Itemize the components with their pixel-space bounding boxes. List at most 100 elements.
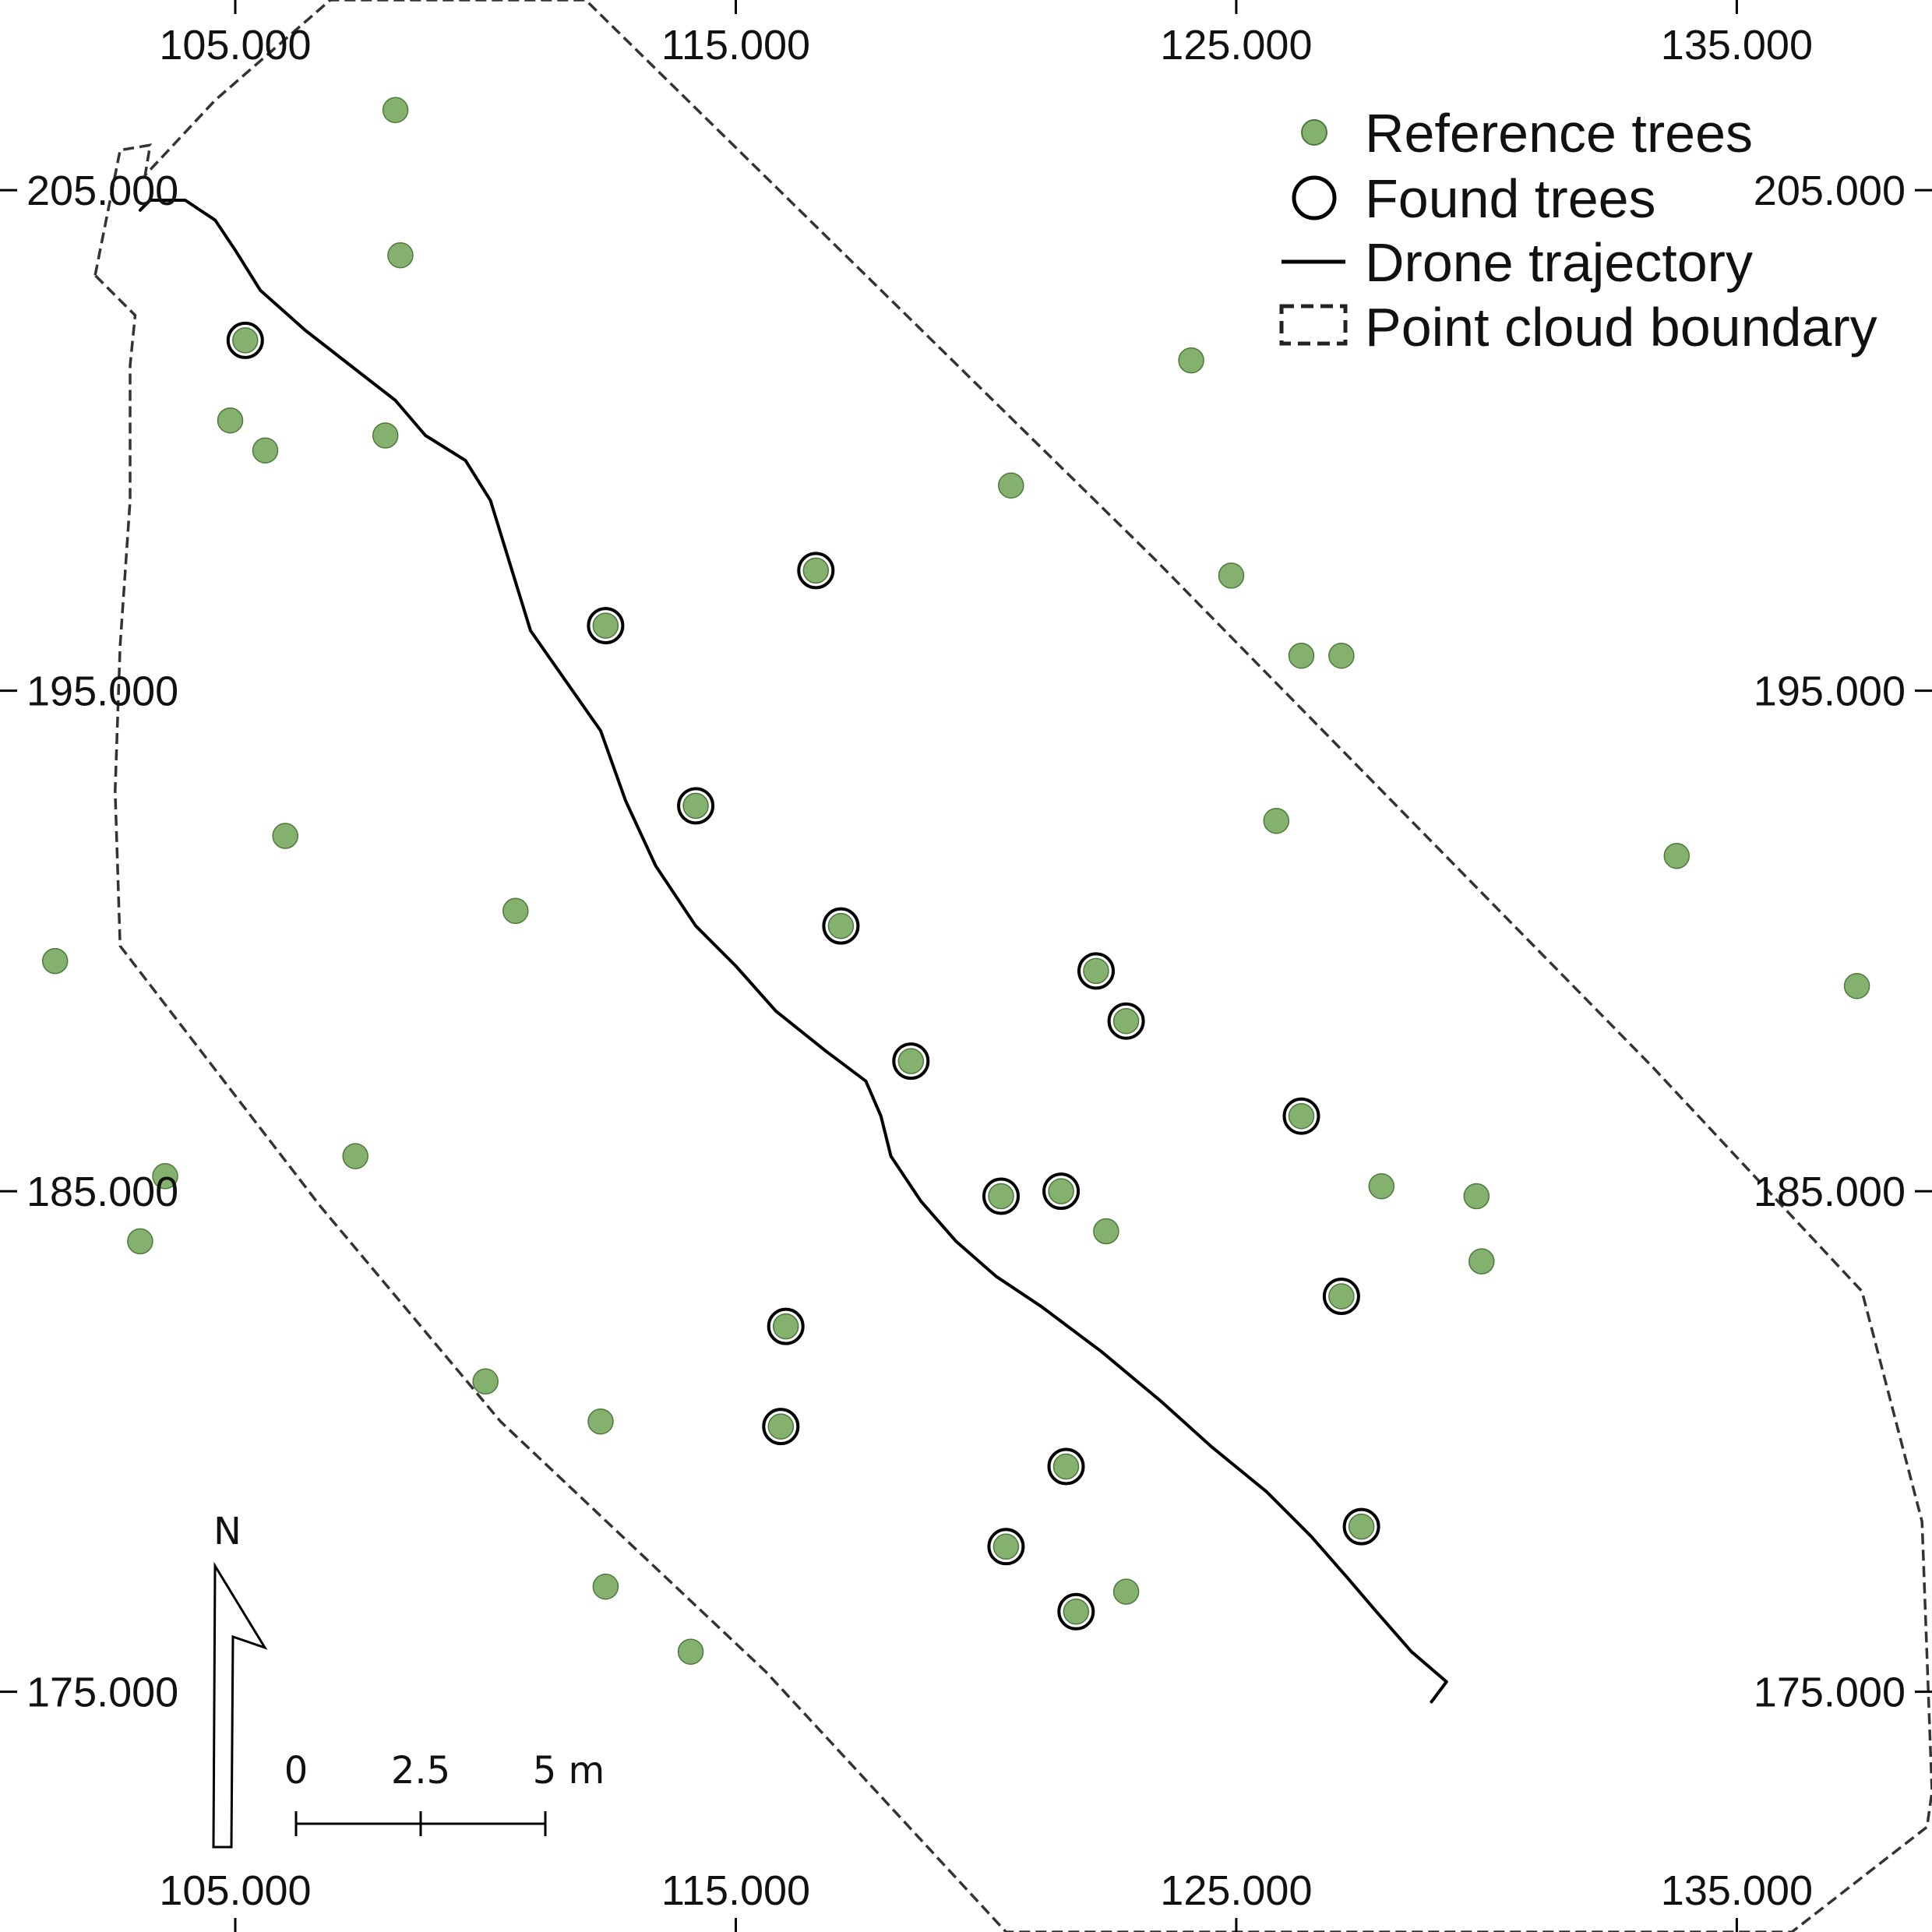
- found-tree: [226, 321, 264, 359]
- legend-reference-symbol: [1301, 119, 1327, 146]
- y-tick-label-left: 205.000: [26, 167, 178, 214]
- reference-tree: [232, 327, 259, 354]
- found-tree: [1107, 1002, 1145, 1040]
- point-cloud-boundary: [93, 0, 1932, 1932]
- scale-bar-label-end: 5 m: [533, 1749, 605, 1793]
- reference-tree: [998, 472, 1024, 499]
- north-arrow: N: [212, 1510, 268, 1849]
- found-tree: [1057, 1592, 1095, 1631]
- reference-tree: [252, 437, 279, 464]
- north-label: N: [213, 1510, 242, 1553]
- scale-bar-label-0: 0: [284, 1749, 308, 1793]
- reference-tree: [1063, 1599, 1090, 1625]
- reference-tree: [1048, 1178, 1074, 1204]
- reference-tree: [802, 557, 830, 584]
- reference-tree: [382, 97, 409, 124]
- reference-tree: [1348, 1513, 1375, 1540]
- reference-tree: [502, 897, 529, 925]
- legend: Reference trees Found trees Drone trajec…: [1279, 103, 1877, 358]
- x-tick-label-top: 125.000: [1160, 22, 1312, 69]
- reference-tree: [272, 823, 298, 849]
- reference-tree: [1263, 807, 1290, 834]
- reference-tree: [682, 792, 709, 820]
- reference-tree: [1843, 972, 1870, 999]
- found-tree: [1042, 1172, 1081, 1211]
- scale-bar: 0 2.5 5 m: [284, 1749, 605, 1836]
- reference-tree: [41, 947, 69, 975]
- reference-tree: [1178, 347, 1204, 374]
- reference-tree: [387, 242, 414, 269]
- reference-tree: [1328, 642, 1355, 669]
- x-tick-label-bottom: 125.000: [1160, 1867, 1312, 1914]
- found-tree: [982, 1177, 1020, 1215]
- reference-tree: [1663, 842, 1690, 869]
- drone-trajectory: [138, 199, 1448, 1704]
- reference-tree: [127, 1228, 153, 1255]
- found-trees-layer: [226, 321, 1380, 1631]
- reference-tree: [587, 1408, 614, 1435]
- reference-tree: [1288, 1102, 1315, 1130]
- y-tick-label-right: 175.000: [1754, 1669, 1906, 1716]
- reference-tree: [1368, 1172, 1395, 1200]
- reference-tree: [342, 1143, 368, 1169]
- x-tick-label-top: 115.000: [661, 22, 810, 69]
- y-tick-label-left: 175.000: [26, 1669, 178, 1716]
- reference-tree: [217, 407, 244, 434]
- found-tree: [762, 1408, 800, 1446]
- x-tick-label-bottom: 105.000: [159, 1867, 311, 1914]
- found-tree: [822, 907, 860, 945]
- reference-tree: [767, 1413, 795, 1440]
- reference-tree: [827, 912, 855, 940]
- scale-bar-label-mid: 2.5: [391, 1749, 450, 1793]
- found-tree: [797, 552, 835, 590]
- reference-tree: [592, 612, 619, 639]
- reference-tree: [1463, 1183, 1490, 1210]
- legend-found-symbol: [1292, 175, 1337, 220]
- reference-tree: [988, 1183, 1014, 1210]
- reference-tree: [1112, 1578, 1140, 1605]
- found-tree: [892, 1042, 930, 1081]
- reference-tree: [1328, 1283, 1355, 1310]
- y-tick-label-right: 185.000: [1754, 1169, 1906, 1215]
- reference-tree: [1468, 1248, 1495, 1274]
- legend-found-label: Found trees: [1365, 168, 1656, 229]
- reference-tree: [1052, 1453, 1080, 1480]
- found-tree: [1047, 1447, 1085, 1486]
- legend-boundary-symbol: [1279, 304, 1348, 346]
- x-tick-label-bottom: 135.000: [1661, 1867, 1813, 1914]
- reference-tree: [897, 1048, 925, 1074]
- reference-tree: [1288, 642, 1315, 669]
- found-tree: [587, 607, 625, 645]
- reference-tree: [372, 422, 399, 449]
- reference-trees-layer: [41, 97, 1870, 1665]
- reference-tree: [1093, 1218, 1119, 1245]
- reference-tree: [1112, 1007, 1140, 1035]
- found-tree: [1322, 1278, 1360, 1315]
- reference-tree: [152, 1163, 178, 1190]
- x-tick-label-top: 135.000: [1661, 22, 1813, 69]
- y-tick-label-left: 195.000: [26, 668, 178, 715]
- point-cloud-boundary-layer: [93, 0, 1932, 1932]
- y-tick-label-right: 205.000: [1754, 167, 1906, 214]
- legend-trajectory-label: Drone trajectory: [1365, 232, 1753, 293]
- found-tree: [1077, 952, 1115, 990]
- north-arrow-icon: [212, 1561, 268, 1849]
- found-tree: [1282, 1097, 1320, 1135]
- found-tree: [1342, 1507, 1380, 1546]
- legend-reference-label: Reference trees: [1365, 103, 1753, 164]
- reference-tree: [992, 1533, 1020, 1560]
- reference-tree: [1083, 957, 1109, 985]
- legend-boundary-label: Point cloud boundary: [1365, 297, 1877, 358]
- y-tick-label-left: 185.000: [26, 1169, 178, 1215]
- reference-tree: [592, 1573, 619, 1600]
- reference-tree: [677, 1638, 704, 1665]
- drone-trajectory-layer: [138, 199, 1448, 1704]
- y-tick-label-right: 195.000: [1754, 668, 1906, 715]
- found-tree: [677, 787, 715, 825]
- found-tree: [987, 1528, 1025, 1566]
- reference-tree: [772, 1313, 799, 1340]
- x-tick-label-bottom: 115.000: [661, 1867, 810, 1914]
